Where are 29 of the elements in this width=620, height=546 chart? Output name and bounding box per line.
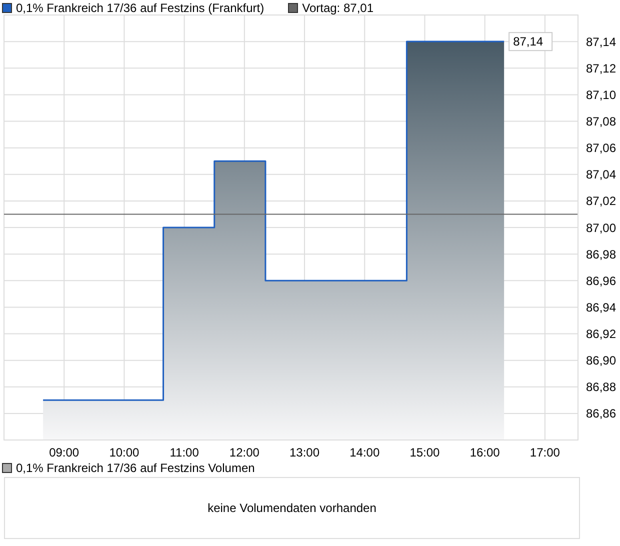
y-tick-label: 87,02 xyxy=(586,194,616,208)
x-tick-label: 14:00 xyxy=(350,446,380,460)
text: keine Volumendaten vorhanden xyxy=(208,501,376,515)
y-tick-label: 87,14 xyxy=(586,34,616,49)
text: 0,1% Frankreich 17/36 auf Festzins Volumen xyxy=(16,461,255,475)
x-tick-label: 16:00 xyxy=(470,446,500,460)
y-tick-label: 87,12 xyxy=(586,61,616,76)
y-tick-label: 86,96 xyxy=(586,274,616,288)
x-tick-label: 15:00 xyxy=(410,446,440,460)
y-tick-label: 87,00 xyxy=(586,220,616,235)
y-tick-label: 86,98 xyxy=(586,247,616,262)
y-tick-label: 86,92 xyxy=(586,327,616,342)
x-tick-label: 12:00 xyxy=(229,446,260,460)
x-tick-label: 10:00 xyxy=(109,446,140,460)
y-tick-label: 87,10 xyxy=(586,88,616,102)
y-tick-label: 86,94 xyxy=(586,300,616,314)
x-tick-label: 17:00 xyxy=(530,446,560,460)
y-tick-label: 86,88 xyxy=(586,380,616,394)
x-tick-label: 11:00 xyxy=(170,446,200,460)
annotation: 87,14 xyxy=(513,34,544,49)
y-tick-label: 87,08 xyxy=(586,114,616,129)
x-tick-label: 09:00 xyxy=(49,446,80,460)
y-tick-label: 87,04 xyxy=(586,168,616,182)
y-tick-label: 87,06 xyxy=(586,141,616,156)
legend-label: Vortag: 87,01 xyxy=(302,0,374,14)
legend-label: 0,1% Frankreich 17/36 auf Festzins (Frankfurt) xyxy=(16,0,264,14)
y-tick-label: 86,86 xyxy=(586,406,616,421)
y-tick-label: 86,90 xyxy=(586,354,616,368)
x-tick-label: 13:00 xyxy=(290,446,320,460)
